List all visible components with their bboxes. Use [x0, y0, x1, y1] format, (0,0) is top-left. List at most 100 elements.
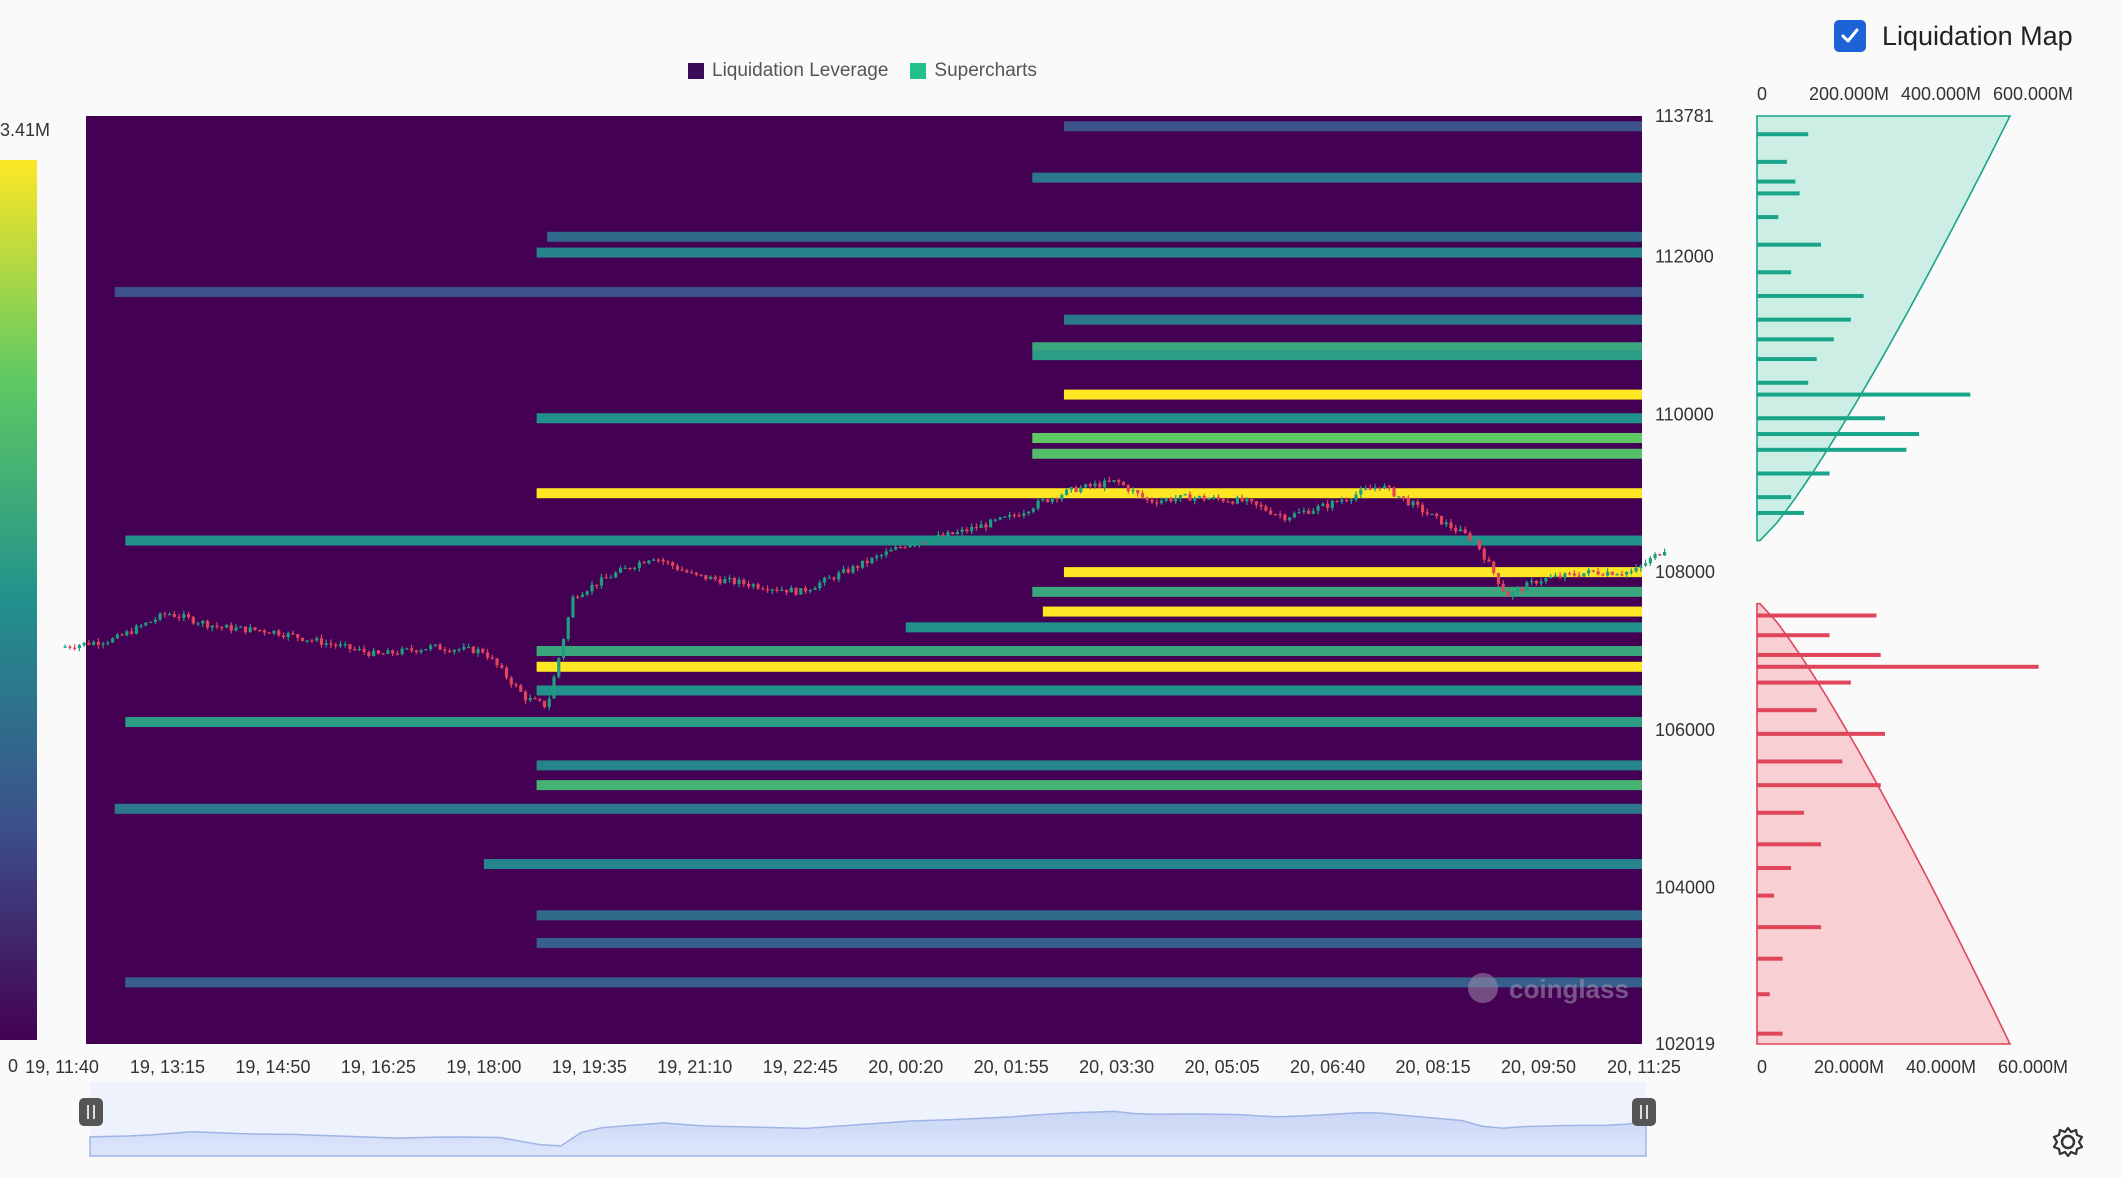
- price-candle: [898, 545, 903, 549]
- short-liquidation-bar: [1757, 759, 1843, 764]
- liquidation-profile: 0 200.000M 400.000M 600.000M 0 20.000M 40.000M…: [1756, 84, 2073, 1077]
- price-candle: [1288, 516, 1292, 523]
- long-liquidation-bar: [1757, 416, 1885, 421]
- price-candle: [1511, 590, 1515, 600]
- liquidation-map-toggle[interactable]: Liquidation Map: [1834, 20, 2073, 52]
- long-liquidation-bar: [1757, 510, 1804, 515]
- price-candle: [1207, 497, 1211, 500]
- legend-label: Liquidation Leverage: [712, 60, 889, 81]
- price-candle: [846, 566, 850, 574]
- liquidation-level-bar: [125, 717, 1642, 728]
- price-candle: [1430, 513, 1434, 515]
- price-candle: [485, 648, 490, 661]
- price-candle: [784, 589, 789, 596]
- price-candle: [395, 650, 399, 656]
- price-candle: [1340, 496, 1344, 505]
- price-candle: [1050, 497, 1054, 505]
- price-candle: [1354, 491, 1358, 502]
- price-candle: [267, 631, 271, 634]
- liquidation-map-checkbox[interactable]: [1834, 20, 1866, 52]
- long-liquidation-bar: [1757, 270, 1792, 275]
- price-candle: [1107, 476, 1111, 483]
- price-candle: [1250, 498, 1254, 505]
- short-liquidation-bar: [1757, 633, 1830, 638]
- price-candle: [770, 588, 774, 595]
- price-candle: [205, 619, 210, 630]
- profile-top-tick: 400.000M: [1901, 84, 1981, 104]
- price-candle: [63, 644, 67, 648]
- range-navigator[interactable]: [79, 1082, 1656, 1157]
- legend-item-liquidation-leverage[interactable]: Liquidation Leverage: [688, 60, 888, 82]
- price-candle: [1587, 567, 1591, 577]
- liquidation-level-bar: [536, 910, 1642, 921]
- price-candle: [1435, 512, 1439, 519]
- liquidation-level-bar: [536, 488, 1642, 499]
- price-candle: [1283, 513, 1287, 523]
- liquidation-level-bar: [1032, 172, 1642, 183]
- price-candle: [1083, 483, 1088, 489]
- liquidation-map-label: Liquidation Map: [1882, 20, 2073, 51]
- price-candle: [438, 642, 442, 650]
- navigator-handle-right[interactable]: [1632, 1098, 1656, 1126]
- long-liquidation-bar: [1757, 380, 1809, 385]
- liquidation-level-bar: [125, 977, 1642, 988]
- price-candle: [1202, 493, 1206, 502]
- price-candle: [495, 657, 499, 668]
- price-candle: [566, 616, 570, 642]
- price-candle: [742, 578, 746, 588]
- liquidation-level-bar: [1032, 342, 1642, 353]
- price-candle: [1591, 569, 1595, 573]
- liquidation-level-bar: [1032, 586, 1642, 597]
- long-liquidation-bar: [1757, 179, 1796, 184]
- price-candle: [1449, 518, 1453, 531]
- price-candle: [1420, 502, 1425, 517]
- price-candle: [172, 611, 176, 618]
- price-candle: [281, 632, 286, 639]
- profile-bottom-tick: 40.000M: [1906, 1057, 1976, 1077]
- price-candle: [917, 542, 922, 548]
- short-cumulative-area: [1756, 602, 2012, 1045]
- price-candle: [879, 553, 884, 560]
- price-candle: [1349, 498, 1353, 504]
- price-candle: [1463, 526, 1467, 535]
- gear-icon[interactable]: [2050, 1124, 2086, 1160]
- price-candle: [1012, 512, 1016, 519]
- liquidation-heatmap: [63, 116, 1667, 1044]
- navigator-handle-left[interactable]: [79, 1098, 103, 1126]
- price-candle: [666, 560, 670, 566]
- price-candle: [1411, 500, 1415, 509]
- price-candle: [889, 547, 893, 552]
- price-candle: [1373, 483, 1377, 492]
- legend-item-supercharts[interactable]: Supercharts: [910, 60, 1037, 82]
- short-liquidation-bar: [1757, 992, 1770, 997]
- price-candle: [1022, 509, 1026, 519]
- price-tick-label: 102019: [1655, 1034, 1715, 1054]
- price-candle: [675, 563, 679, 572]
- price-candle: [960, 526, 964, 536]
- price-candle: [310, 638, 314, 643]
- price-candle: [908, 544, 912, 548]
- short-liquidation-bar: [1757, 893, 1775, 898]
- price-candle: [239, 625, 243, 628]
- price-candle: [73, 644, 77, 651]
- price-candle: [148, 621, 153, 624]
- price-candle: [1539, 577, 1543, 587]
- price-candle: [1359, 486, 1363, 499]
- price-candle: [291, 630, 295, 636]
- price-candle: [1074, 485, 1078, 493]
- price-candle: [186, 611, 191, 620]
- price-candle: [315, 636, 319, 643]
- price-candle: [210, 625, 214, 632]
- price-candle: [277, 628, 281, 637]
- price-candle: [1041, 497, 1045, 502]
- price-candle: [1326, 500, 1330, 512]
- price-tick-label: 106000: [1655, 720, 1715, 740]
- price-candle: [1221, 497, 1225, 503]
- price-candle: [1178, 494, 1183, 503]
- price-candle: [1492, 560, 1496, 576]
- price-candle: [476, 646, 480, 657]
- price-candle: [92, 639, 96, 646]
- price-candle: [808, 589, 812, 594]
- price-candle: [941, 532, 945, 537]
- price-candle: [220, 626, 224, 631]
